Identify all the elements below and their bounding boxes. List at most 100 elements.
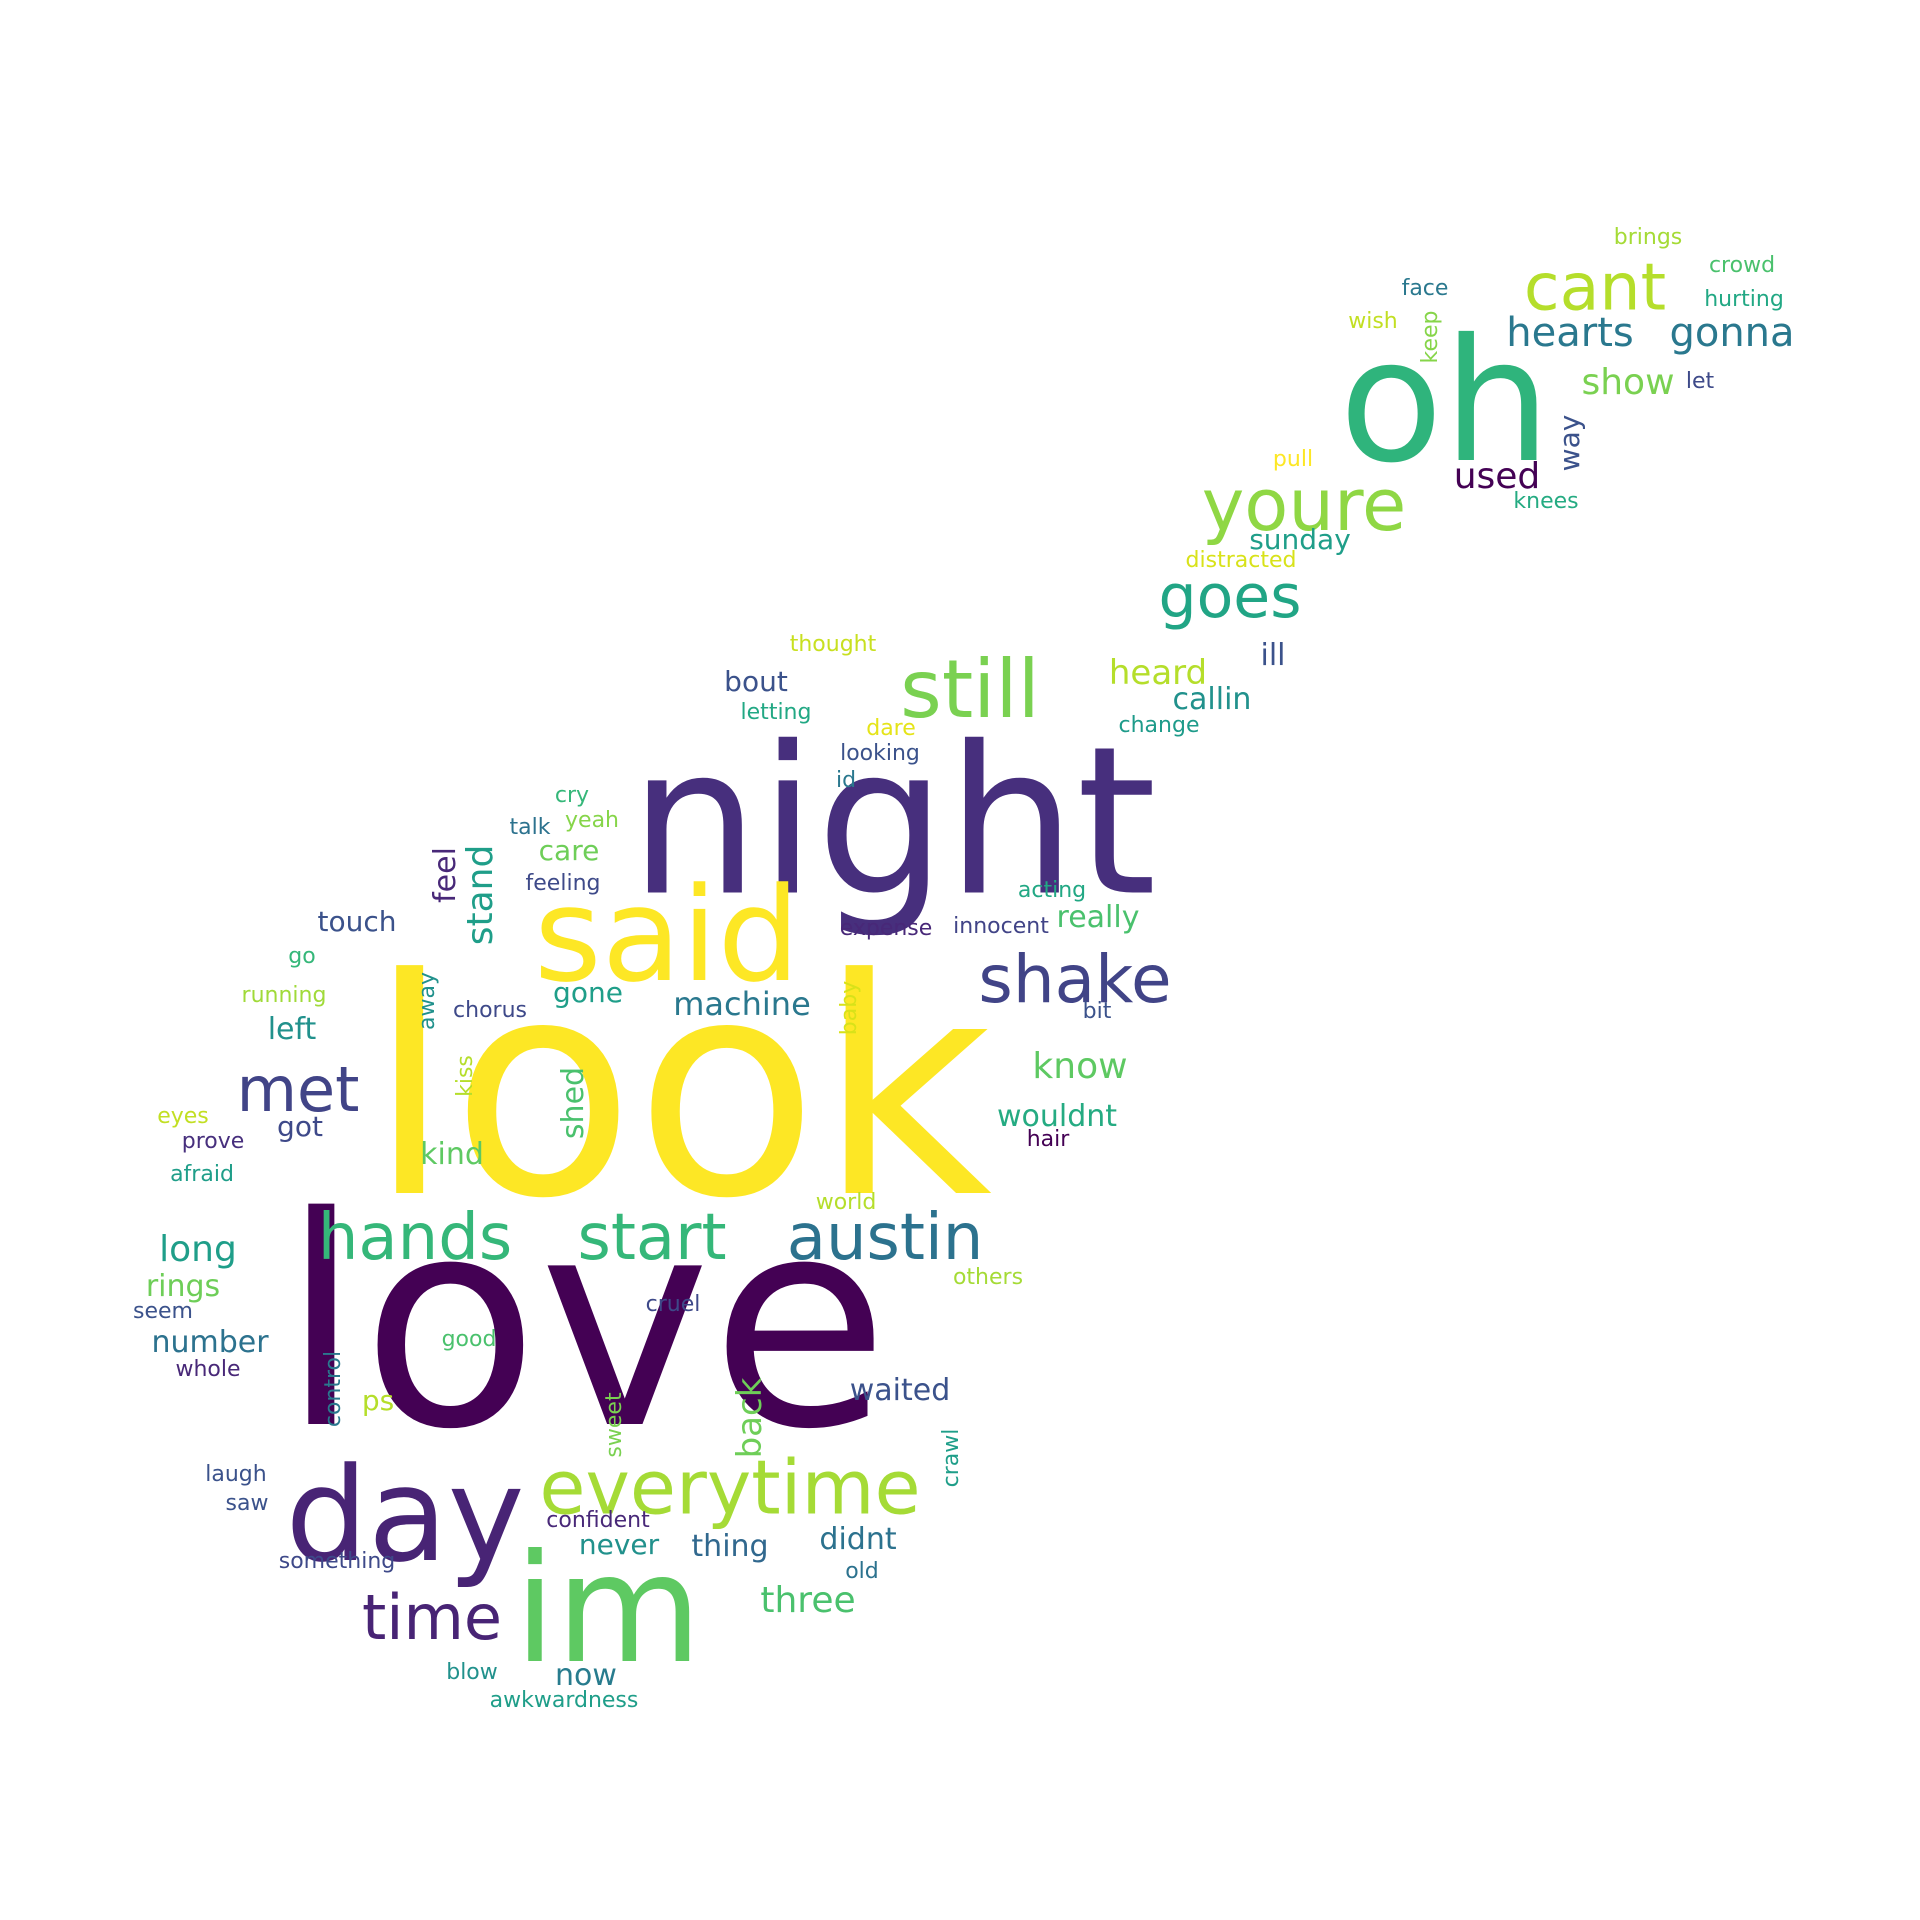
word-still: still xyxy=(900,643,1040,736)
word-care: care xyxy=(538,834,600,867)
word-machine: machine xyxy=(673,985,811,1023)
word-sweet: sweet xyxy=(602,1392,627,1458)
word-away: away xyxy=(415,972,440,1030)
word-everytime: everytime xyxy=(539,1443,921,1532)
word-eyes: eyes xyxy=(157,1104,209,1129)
word-heard: heard xyxy=(1108,653,1208,693)
word-way: way xyxy=(1553,414,1586,472)
word-crawl: crawl xyxy=(939,1428,964,1488)
word-seem: seem xyxy=(133,1299,193,1324)
word-innocent: innocent xyxy=(953,914,1049,939)
word-really: really xyxy=(1056,900,1140,935)
word-oh: oh xyxy=(1339,303,1551,501)
word-ill: ill xyxy=(1260,638,1286,673)
word-looking: looking xyxy=(840,741,920,766)
word-blow: blow xyxy=(446,1660,498,1685)
word-others: others xyxy=(952,1265,1024,1290)
word-didnt: didnt xyxy=(819,1522,897,1557)
word-afraid: afraid xyxy=(170,1162,234,1187)
word-said: said xyxy=(533,859,801,1011)
word-hearts: hearts xyxy=(1506,310,1634,356)
word-long: long xyxy=(159,1229,237,1270)
word-waited: waited xyxy=(849,1373,951,1408)
word-dare: dare xyxy=(866,716,916,741)
word-old: old xyxy=(845,1559,879,1584)
word-shed: shed xyxy=(556,1066,591,1140)
word-face: face xyxy=(1401,276,1449,301)
word-keep: keep xyxy=(1418,310,1443,364)
word-night: night xyxy=(629,703,1157,942)
word-wouldnt: wouldnt xyxy=(996,1099,1118,1134)
word-gonna: gonna xyxy=(1669,310,1795,356)
word-good: good xyxy=(441,1327,497,1352)
word-talk: talk xyxy=(509,815,551,840)
word-sunday: sunday xyxy=(1249,523,1351,556)
word-crowd: crowd xyxy=(1708,253,1776,278)
word-kind: kind xyxy=(420,1137,484,1172)
word-cry: cry xyxy=(554,783,590,808)
word-brings: brings xyxy=(1613,225,1683,250)
word-rings: rings xyxy=(145,1269,221,1304)
word-laugh: laugh xyxy=(205,1462,267,1487)
word-prove: prove xyxy=(181,1129,245,1154)
word-time: time xyxy=(361,1581,503,1654)
word-running: running xyxy=(241,983,327,1008)
word-yeah: yeah xyxy=(565,808,619,833)
word-cant: cant xyxy=(1523,250,1667,326)
word-bit: bit xyxy=(1082,999,1112,1024)
word-left: left xyxy=(267,1012,317,1047)
word-expense: expense xyxy=(839,916,933,941)
word-go: go xyxy=(288,944,316,969)
word-now: now xyxy=(555,1658,617,1693)
word-goes: goes xyxy=(1158,562,1302,632)
word-chorus: chorus xyxy=(453,998,527,1023)
word-saw: saw xyxy=(225,1491,269,1516)
word-thought: thought xyxy=(789,632,877,657)
word-id: id xyxy=(835,768,857,793)
word-three: three xyxy=(760,1580,856,1621)
word-look: look xyxy=(367,915,993,1264)
word-pull: pull xyxy=(1272,447,1314,472)
word-hair: hair xyxy=(1026,1127,1070,1152)
word-callin: callin xyxy=(1172,682,1252,717)
word-change: change xyxy=(1118,713,1200,738)
word-start: start xyxy=(577,1201,727,1275)
word-bout: bout xyxy=(724,665,788,698)
word-whole: whole xyxy=(175,1357,241,1382)
word-cruel: cruel xyxy=(645,1292,701,1317)
word-touch: touch xyxy=(317,905,397,938)
word-kiss: kiss xyxy=(453,1055,478,1097)
word-im: im xyxy=(514,1523,702,1697)
word-hurting: hurting xyxy=(1704,287,1784,312)
word-control: control xyxy=(321,1350,346,1428)
word-never: never xyxy=(578,1528,660,1561)
word-baby: baby xyxy=(837,980,862,1036)
word-show: show xyxy=(1581,362,1675,403)
word-shake: shake xyxy=(978,941,1172,1018)
word-distracted: distracted xyxy=(1185,548,1297,573)
word-letting: letting xyxy=(740,700,812,725)
word-stand: stand xyxy=(460,844,501,946)
word-acting: acting xyxy=(1017,878,1087,903)
word-hands: hands xyxy=(317,1201,513,1275)
word-back: back xyxy=(730,1377,770,1459)
word-awkwardness: awkwardness xyxy=(489,1688,639,1713)
word-something: something xyxy=(278,1549,396,1574)
word-austin: austin xyxy=(786,1201,984,1275)
word-met: met xyxy=(236,1053,360,1126)
word-world: world xyxy=(815,1190,877,1215)
word-feel: feel xyxy=(428,847,463,903)
word-day: day xyxy=(285,1439,525,1591)
word-knees: knees xyxy=(1513,489,1579,514)
word-used: used xyxy=(1453,456,1541,497)
word-let: let xyxy=(1685,369,1715,394)
word-number: number xyxy=(151,1325,269,1360)
word-youre: youre xyxy=(1201,463,1407,547)
word-know: know xyxy=(1032,1046,1128,1087)
word-gone: gone xyxy=(553,976,623,1009)
word-ps: ps xyxy=(361,1384,395,1417)
word-love: love xyxy=(280,1156,890,1493)
word-feeling: feeling xyxy=(525,871,601,896)
word-wish: wish xyxy=(1348,309,1398,334)
